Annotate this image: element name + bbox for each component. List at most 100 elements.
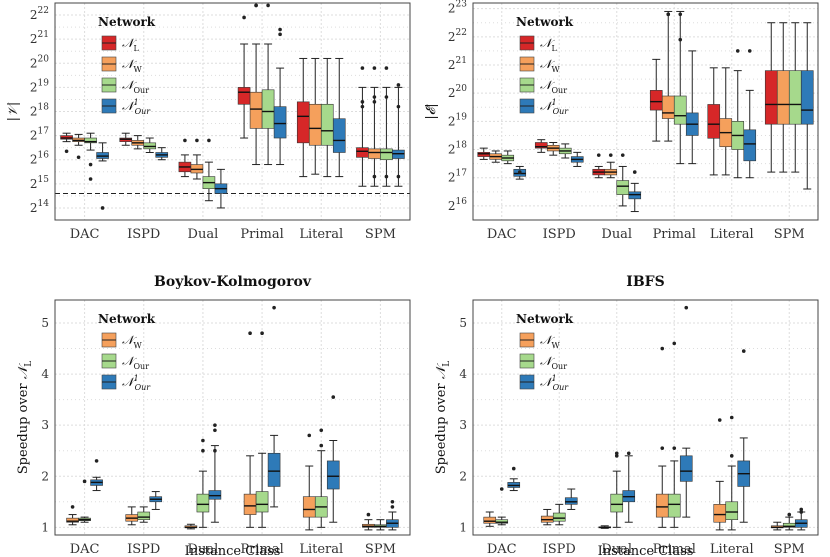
box-body: [616, 180, 630, 195]
outlier-point: [260, 331, 264, 336]
outlier-point: [360, 66, 365, 70]
y-tick-label: 4: [459, 367, 467, 381]
outlier-point: [517, 170, 522, 174]
outlier-point: [626, 451, 631, 456]
x-tick-label: Dual: [601, 542, 632, 557]
box-NOur1-SPM: [794, 507, 808, 531]
y-tick-label: 4: [41, 367, 49, 381]
outlier-point: [201, 448, 205, 453]
outlier-point: [366, 512, 371, 517]
box-NL-SPM: [764, 22, 778, 173]
box-body: [667, 493, 681, 518]
box-NOur1-ISPD: [564, 488, 578, 510]
outlier-point: [254, 3, 258, 8]
outlier-point: [678, 12, 683, 17]
x-tick-label: Dual: [188, 542, 219, 557]
box-NW-ISPD: [125, 506, 139, 526]
outlier-point: [70, 505, 75, 509]
x-tick-label: DAC: [70, 542, 100, 557]
x-tick-label: DAC: [487, 227, 517, 242]
y-tick-label: 222: [30, 6, 49, 22]
box-body: [308, 103, 322, 146]
box-NL-DAC: [60, 132, 73, 154]
box-NOur-DAC: [495, 487, 509, 526]
x-tick-label: ISPD: [543, 227, 576, 242]
x-tick-label: Dual: [188, 227, 219, 242]
x-tick-label: ISPD: [127, 542, 160, 557]
box-NOur-Dual: [196, 438, 210, 528]
box-NW-SPM: [368, 66, 381, 187]
outlier-point: [207, 138, 211, 143]
outlier-point: [396, 174, 401, 179]
outlier-point: [94, 459, 99, 463]
outlier-point: [396, 104, 401, 109]
box-NW-Literal: [302, 433, 316, 531]
box-NOur-SPM: [788, 22, 802, 173]
box-NW-ISPD: [131, 135, 145, 150]
x-tick-label: DAC: [70, 227, 100, 242]
plot-frame: [472, 2, 819, 221]
box-NOur-Primal: [261, 3, 275, 166]
box-body: [326, 460, 340, 490]
x-tick-label: SPM: [365, 227, 396, 242]
y-tick-label: 221: [448, 56, 467, 72]
legend-entry-label: 𝒩1 Our: [540, 374, 569, 392]
box-NOur-ISPD: [558, 143, 572, 159]
box-NOur1-DAC: [90, 459, 103, 492]
y-axis-label: Speedup over 𝒩L: [16, 361, 34, 474]
x-tick-label: Literal: [710, 542, 754, 557]
box-NOur-Literal: [314, 428, 328, 528]
outlier-point: [319, 443, 324, 448]
outlier-point: [242, 15, 246, 20]
legend-entry-label: 𝒩Our: [540, 78, 567, 95]
legend-entry-label: 𝒩L: [540, 36, 558, 53]
box-NOur1-Primal: [685, 50, 699, 165]
outlier-point: [248, 331, 252, 336]
box-body: [776, 70, 790, 125]
box-NOur-Primal: [667, 341, 681, 528]
outlier-point: [384, 95, 389, 99]
outlier-point: [632, 170, 637, 174]
legend-entry-label: 𝒩1 Our: [122, 374, 151, 392]
box-NOur1-SPM: [800, 22, 814, 190]
box-NW-Literal: [308, 57, 322, 175]
box-body: [725, 501, 739, 520]
outlier-point: [614, 451, 619, 456]
x-tick-label: Primal: [653, 227, 696, 242]
box-NOur-ISPD: [552, 503, 566, 526]
box-body: [661, 95, 675, 119]
legend-entry-label: 𝒩L: [122, 36, 140, 53]
box-NOur1-Literal: [332, 57, 346, 178]
box-NOur1-Dual: [622, 451, 636, 523]
box-NW-Literal: [719, 67, 733, 176]
box-NOur1-DAC: [507, 466, 521, 492]
box-NW-Dual: [604, 153, 618, 179]
box-NW-DAC: [66, 505, 79, 526]
box-body: [84, 137, 97, 144]
box-NL-Primal: [237, 15, 251, 139]
outlier-point: [666, 12, 671, 17]
legend: Network 𝒩W 𝒩Our 𝒩1 Our: [98, 312, 156, 392]
box-body: [483, 516, 497, 524]
box-NL-Primal: [649, 58, 663, 142]
box-body: [477, 152, 491, 157]
legend: Network 𝒩W 𝒩Our 𝒩1 Our: [516, 312, 574, 392]
outlier-point: [88, 177, 93, 181]
box-NL-DAC: [477, 147, 491, 160]
y-tick-label: 221: [30, 30, 49, 46]
outlier-point: [331, 395, 336, 399]
y-tick-label: 220: [448, 84, 467, 100]
x-tick-label: Dual: [601, 227, 632, 242]
box-body: [332, 118, 346, 153]
outlier-point: [747, 49, 752, 53]
plot-frame: [54, 2, 411, 221]
y-tick-label: 5: [459, 316, 467, 330]
box-body: [137, 511, 151, 520]
box-NW-SPM: [362, 512, 375, 531]
box-NW-Literal: [713, 418, 727, 531]
box-NW-ISPD: [546, 142, 560, 156]
box-body: [302, 496, 316, 518]
outlier-point: [82, 479, 87, 484]
x-axis-label: Instance Class: [185, 544, 281, 557]
outlier-point: [799, 510, 804, 514]
